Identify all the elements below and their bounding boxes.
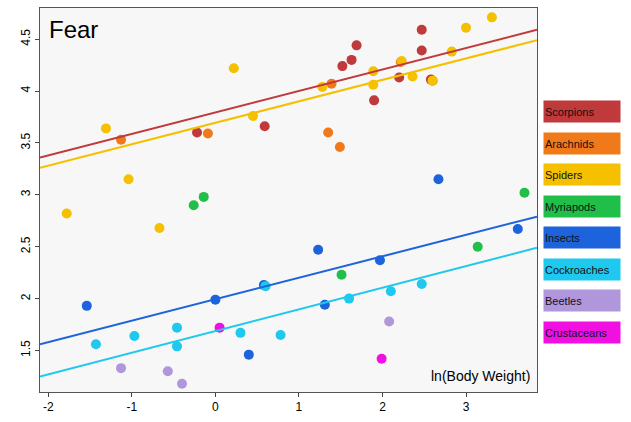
svg-text:2.5: 2.5	[19, 236, 33, 253]
svg-text:1.5: 1.5	[19, 340, 33, 357]
svg-text:3: 3	[463, 400, 470, 414]
svg-text:Scorpions: Scorpions	[545, 106, 594, 118]
svg-text:Beetles: Beetles	[545, 295, 582, 307]
svg-text:ln(Body Weight): ln(Body Weight)	[431, 368, 530, 384]
svg-text:-1: -1	[127, 400, 138, 414]
svg-text:Cockroaches: Cockroaches	[545, 264, 610, 276]
svg-text:4: 4	[19, 86, 33, 93]
svg-text:3.5: 3.5	[19, 132, 33, 149]
svg-text:4.5: 4.5	[19, 29, 33, 46]
svg-text:Myriapods: Myriapods	[545, 201, 596, 213]
svg-text:Spiders: Spiders	[545, 169, 583, 181]
svg-text:-2: -2	[43, 400, 54, 414]
svg-text:Arachnids: Arachnids	[545, 138, 594, 150]
svg-text:3: 3	[19, 189, 33, 196]
svg-text:1: 1	[296, 400, 303, 414]
svg-text:0: 0	[212, 400, 219, 414]
svg-text:Fear: Fear	[49, 16, 98, 43]
svg-text:Insects: Insects	[545, 232, 580, 244]
svg-text:2: 2	[379, 400, 386, 414]
svg-text:2: 2	[19, 293, 33, 300]
svg-text:Crustaceans: Crustaceans	[545, 327, 607, 339]
